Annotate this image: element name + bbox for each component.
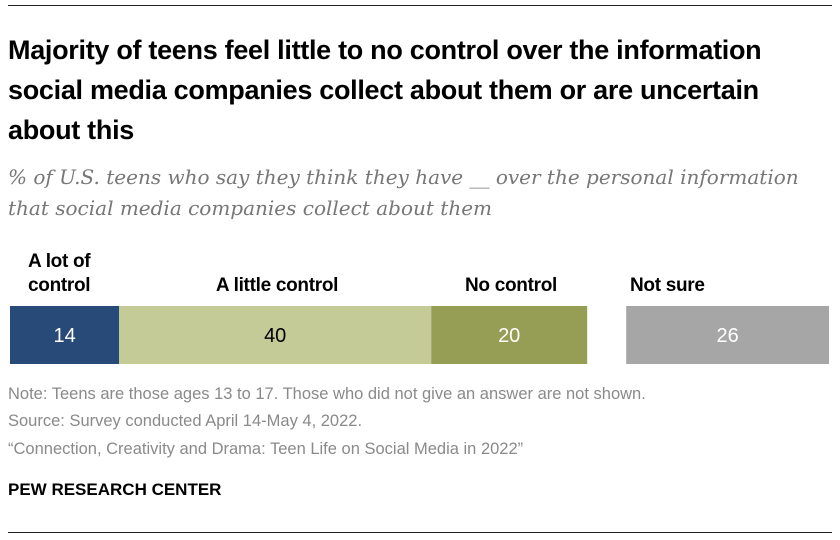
- data-label: 20: [498, 325, 520, 347]
- bottom-rule: [8, 532, 832, 533]
- category-label-not-sure: Not sure: [630, 275, 705, 296]
- category-label-a-little: A little control: [215, 275, 339, 296]
- data-label: 14: [53, 325, 75, 347]
- brand-logo-text: PEW RESEARCH CENTER: [8, 480, 222, 499]
- bar-segment: [119, 306, 432, 364]
- category-label-no-control: No control: [465, 275, 557, 296]
- data-label: 26: [716, 325, 738, 347]
- bar-segment: [431, 306, 588, 364]
- data-label: 40: [264, 325, 286, 347]
- note-text: Note: Teens are those ages 13 to 17. Tho…: [8, 385, 646, 403]
- bar-segment: [626, 306, 829, 364]
- chart-subtitle: % of U.S. teens who say they think they …: [8, 165, 799, 220]
- report-text: “Connection, Creativity and Drama: Teen …: [8, 440, 524, 458]
- chart-title: Majority of teens feel little to no cont…: [8, 35, 762, 145]
- category-label-a-lot: A lot of control: [28, 251, 91, 296]
- source-text: Source: Survey conducted April 14-May 4,…: [8, 412, 363, 430]
- top-rule: [8, 5, 832, 6]
- bar-segment: [10, 306, 120, 364]
